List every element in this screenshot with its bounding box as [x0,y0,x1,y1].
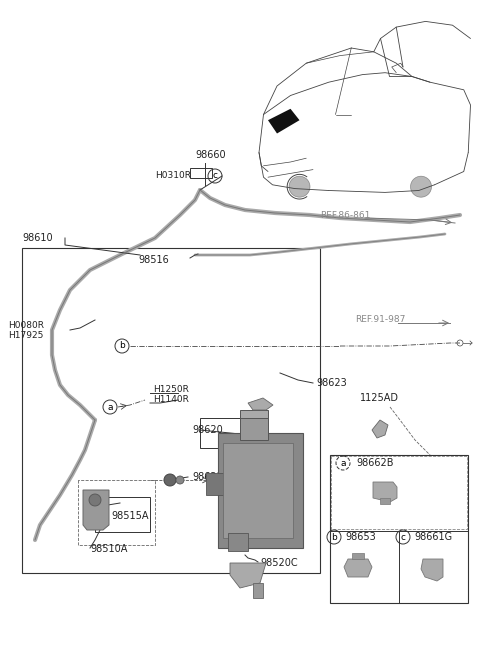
Text: a: a [340,459,346,468]
Text: a: a [107,403,113,411]
Polygon shape [421,559,443,581]
Text: 98660: 98660 [195,150,226,160]
Text: b: b [331,533,337,541]
Bar [218,433,303,548]
Bar [200,418,260,448]
Bar [330,455,468,603]
Text: 98510A: 98510A [90,544,127,554]
Text: H0310R: H0310R [155,171,191,181]
Bar [331,456,467,529]
Text: 98610: 98610 [22,233,53,243]
Bar [240,418,268,440]
Polygon shape [268,109,300,133]
Text: 98520C: 98520C [260,558,298,568]
Polygon shape [230,563,266,588]
Bar [228,533,248,551]
Circle shape [176,476,184,484]
Text: b: b [119,342,125,350]
Bar [206,473,224,495]
Polygon shape [344,559,372,577]
Circle shape [289,176,310,197]
Circle shape [164,474,176,486]
Text: 98662B: 98662B [356,458,394,468]
Text: H1140R: H1140R [153,396,189,405]
Text: 98661G: 98661G [414,532,452,542]
Text: 98623: 98623 [316,378,347,388]
Text: H17925: H17925 [8,330,43,340]
Text: H0080R: H0080R [8,321,44,330]
Bar [223,443,293,538]
Polygon shape [248,398,273,410]
Polygon shape [373,482,397,502]
Text: c: c [400,533,406,541]
Bar [352,553,364,559]
Text: 1125AD: 1125AD [360,393,399,403]
Polygon shape [240,410,268,418]
Text: 98515A: 98515A [111,511,148,521]
Text: 98622: 98622 [192,472,223,482]
Bar [190,168,212,178]
Polygon shape [372,420,388,438]
Text: 98620: 98620 [192,425,223,435]
Text: H1250R: H1250R [153,386,189,394]
Bar [22,248,320,573]
Bar [253,583,263,598]
Circle shape [89,494,101,506]
Polygon shape [83,490,109,530]
Circle shape [410,176,432,197]
Text: 98653: 98653 [345,532,376,542]
Text: c: c [213,171,217,181]
Text: 98516: 98516 [138,255,169,265]
Bar [380,498,390,504]
Text: REF.86-861: REF.86-861 [320,210,371,219]
Bar [95,497,150,532]
Text: REF.91-987: REF.91-987 [355,315,406,325]
